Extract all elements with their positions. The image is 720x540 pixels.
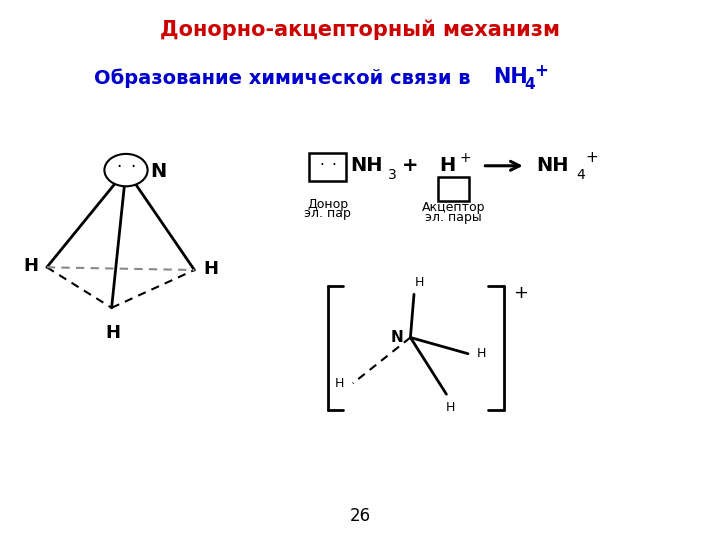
Text: +: + [459,151,471,165]
Text: +: + [513,284,528,301]
Text: NH: NH [350,156,382,176]
Text: +: + [402,156,418,176]
Text: H: H [415,276,425,289]
Bar [309,153,346,181]
Text: Акцептор: Акцептор [422,201,485,214]
Text: Образование химической связи в: Образование химической связи в [94,69,470,88]
Text: Донор: Донор [307,198,348,211]
Circle shape [104,154,148,186]
Bar [438,177,469,201]
Text: ·: · [130,158,136,177]
Text: эл. пар: эл. пар [304,207,351,220]
Text: H: H [477,347,486,360]
Text: H: H [335,377,344,390]
Text: 26: 26 [349,507,371,525]
Text: 4: 4 [524,77,535,92]
Text: H: H [445,401,455,414]
Text: Донорно-акцепторный механизм: Донорно-акцепторный механизм [160,19,560,40]
Text: +: + [585,150,598,165]
Text: 3: 3 [388,168,397,182]
Text: H: H [204,260,219,278]
Text: +: + [534,62,548,80]
Text: NH: NH [536,156,569,176]
Text: эл. пары: эл. пары [426,211,482,224]
Text: H: H [106,324,120,342]
Text: H: H [23,257,38,275]
Text: ·: · [331,158,336,173]
Text: NH: NH [493,67,528,87]
Text: ·: · [320,158,324,173]
Text: 4: 4 [576,168,585,182]
Text: N: N [390,330,403,345]
Text: ·: · [116,158,122,177]
Text: N: N [150,162,166,181]
Text: H: H [439,156,456,176]
